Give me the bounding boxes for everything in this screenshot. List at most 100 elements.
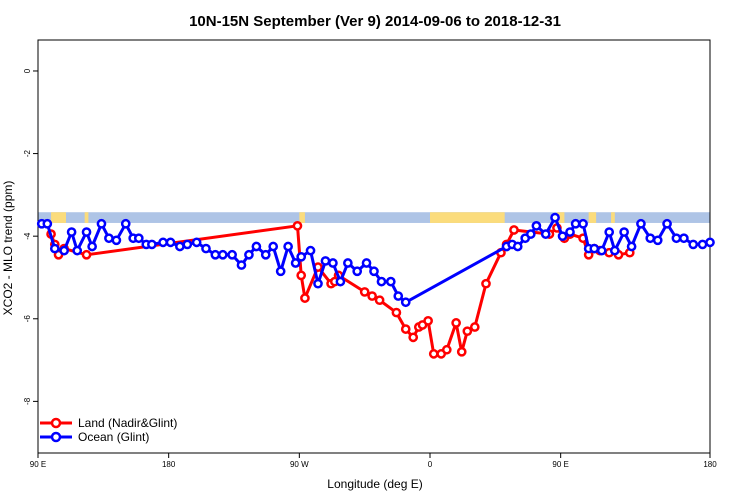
data-point-ocean <box>626 241 637 252</box>
y-tick-label: -2 <box>23 149 32 157</box>
data-point-ocean <box>570 218 581 229</box>
data-point-ocean <box>227 249 237 260</box>
data-point-ocean <box>210 249 221 260</box>
data-point-ocean <box>512 241 523 252</box>
ocean-band <box>38 212 710 223</box>
data-point-ocean <box>352 266 363 277</box>
data-point-ocean <box>652 235 663 246</box>
data-point-ocean <box>328 258 338 268</box>
data-point-ocean <box>72 245 83 256</box>
data-point-ocean <box>59 245 69 256</box>
y-tick-label: -6 <box>23 315 32 323</box>
data-point-ocean <box>688 239 699 250</box>
data-point-ocean <box>66 227 77 237</box>
data-point-ocean <box>42 218 53 229</box>
data-point-land <box>408 332 419 343</box>
data-point-ocean <box>697 239 708 250</box>
data-point-ocean <box>147 239 157 250</box>
data-point-ocean <box>662 218 672 229</box>
data-point-land <box>481 278 491 289</box>
series-ocean <box>36 212 715 308</box>
x-tick-label: 90 E <box>30 460 46 469</box>
data-point-ocean <box>260 249 271 260</box>
data-point-land <box>441 344 452 355</box>
data-point-ocean <box>305 245 316 256</box>
data-point-land <box>456 346 467 357</box>
data-point-ocean <box>369 266 379 277</box>
data-point-ocean <box>290 258 301 268</box>
data-point-ocean <box>313 278 323 289</box>
y-tick-label: 0 <box>23 68 32 73</box>
data-point-land <box>451 318 461 328</box>
land-segment <box>556 212 565 223</box>
data-point-ocean <box>361 258 372 268</box>
x-axis: 90 E 180 90 W 0 90 E 180 <box>30 453 717 469</box>
data-point-ocean <box>525 229 536 239</box>
legend-entry-ocean: Ocean (Glint) <box>40 430 149 444</box>
data-point-land <box>469 322 480 332</box>
data-point-ocean <box>705 237 715 248</box>
data-point-ocean <box>645 233 656 244</box>
data-point-ocean <box>671 233 682 244</box>
data-point-land <box>292 221 303 231</box>
legend-marker-ocean <box>50 431 62 443</box>
data-point-land <box>391 307 402 318</box>
data-point-ocean <box>550 212 560 223</box>
data-point-ocean <box>619 227 629 237</box>
legend: Land (Nadir&Glint) Ocean (Glint) <box>40 416 177 444</box>
data-point-ocean <box>251 241 262 252</box>
land-segment <box>84 212 89 223</box>
data-point-land <box>367 291 377 301</box>
data-point-land <box>300 293 310 303</box>
data-point-ocean <box>96 218 107 229</box>
data-point-ocean <box>133 233 144 244</box>
data-point-land <box>423 315 433 326</box>
data-point-ocean <box>175 241 185 252</box>
y-tick-label: -8 <box>23 397 32 405</box>
land-segment <box>430 212 505 223</box>
x-tick-label: 90 W <box>290 460 309 469</box>
data-point-land <box>428 349 439 359</box>
data-point-land <box>296 270 307 281</box>
data-point-ocean <box>385 276 396 287</box>
legend-entry-land: Land (Nadir&Glint) <box>40 416 177 430</box>
land-segment <box>588 212 597 223</box>
data-point-ocean <box>557 231 568 242</box>
data-point-ocean <box>120 218 131 229</box>
data-point-ocean <box>343 258 353 268</box>
data-point-ocean <box>376 276 387 287</box>
series-layer <box>36 212 715 359</box>
data-point-ocean <box>244 249 254 260</box>
data-point-ocean <box>217 249 228 260</box>
x-axis-label: Longitude (deg E) <box>327 477 422 491</box>
data-point-ocean <box>81 227 92 237</box>
data-point-ocean <box>191 237 202 248</box>
data-point-ocean <box>182 239 193 250</box>
x-tick-label: 0 <box>428 460 433 469</box>
data-point-ocean <box>636 218 646 229</box>
data-point-ocean <box>540 229 551 239</box>
data-point-ocean <box>335 276 346 287</box>
data-point-ocean <box>320 256 331 266</box>
y-axis: 0 -2 -4 -6 -8 <box>23 68 38 405</box>
land-segment <box>299 212 305 223</box>
data-point-ocean <box>393 291 404 301</box>
legend-label-land: Land (Nadir&Glint) <box>78 416 177 430</box>
y-axis-label: XCO2 - MLO trend (ppm) <box>1 181 15 316</box>
data-point-land <box>81 249 92 260</box>
data-point-ocean <box>578 218 588 229</box>
data-point-land <box>462 326 473 337</box>
data-point-ocean <box>596 245 607 256</box>
data-point-land <box>400 324 411 334</box>
data-point-ocean <box>609 245 620 256</box>
data-point-ocean <box>111 235 122 246</box>
land-segment <box>611 212 615 223</box>
x-tick-label: 90 E <box>552 460 568 469</box>
chart-title: 10N-15N September (Ver 9) 2014-09-06 to … <box>189 13 561 30</box>
data-point-land <box>509 225 519 235</box>
data-point-ocean <box>589 243 600 254</box>
land-segment <box>51 212 66 223</box>
data-point-ocean <box>49 243 60 254</box>
legend-label-ocean: Ocean (Glint) <box>78 430 149 444</box>
